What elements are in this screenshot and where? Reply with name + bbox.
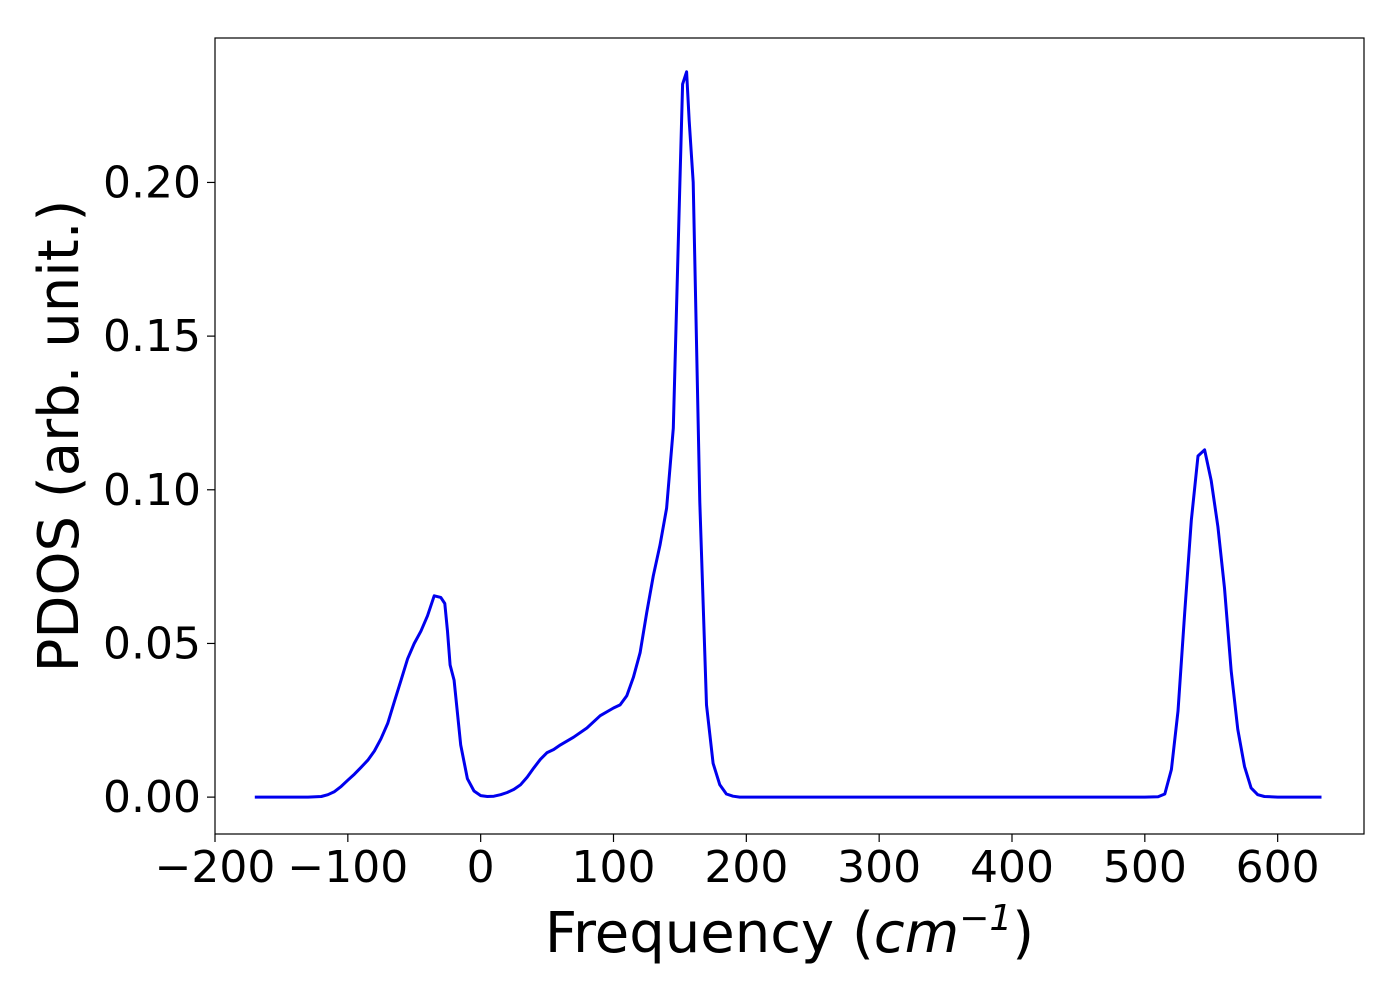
y-tick-label: 0.00 (103, 772, 201, 823)
y-tick-label: 0.20 (103, 157, 201, 208)
x-tick-label: 0 (467, 842, 495, 893)
plot-frame (214, 37, 1365, 835)
y-tick-label: 0.10 (103, 465, 201, 516)
x-tick-label: −200 (155, 842, 276, 893)
y-axis-label: PDOS (arb. unit.) (27, 200, 92, 673)
x-tick-label: 500 (1103, 842, 1187, 893)
y-axis-ticks: 0.00 0.05 0.10 0.15 0.20 (103, 157, 215, 823)
x-tick-label: −100 (287, 842, 408, 893)
x-axis-ticks: −200 −100 0 100 200 300 400 500 600 (155, 834, 1320, 893)
series-line (254, 70, 1322, 799)
x-tick-label: 200 (704, 842, 788, 893)
x-tick-label: 300 (837, 842, 921, 893)
x-tick-label: 400 (970, 842, 1054, 893)
x-tick-label: 600 (1236, 842, 1320, 893)
x-tick-label: 100 (572, 842, 656, 893)
y-tick-label: 0.15 (103, 311, 201, 362)
series-layer (254, 70, 1322, 799)
x-axis-label: Frequency (cm−1) (545, 898, 1034, 966)
y-tick-label: 0.05 (103, 618, 201, 669)
